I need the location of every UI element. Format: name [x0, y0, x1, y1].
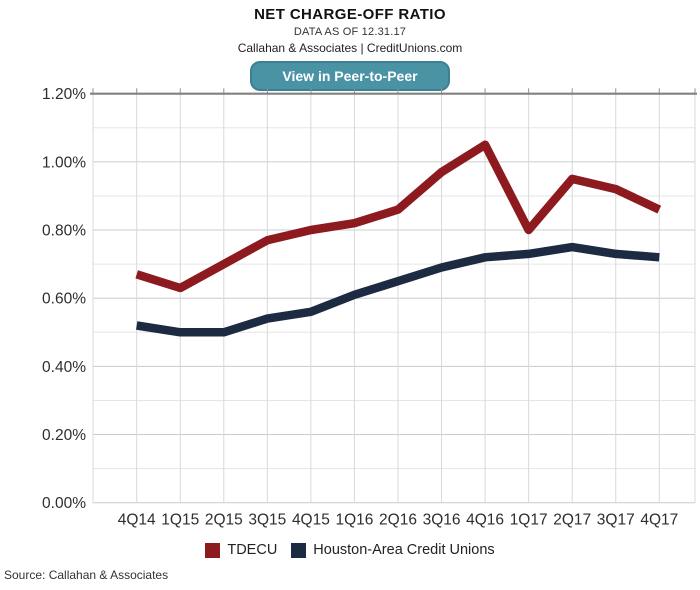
- svg-text:4Q17: 4Q17: [640, 512, 678, 529]
- page-title: NET CHARGE-OFF RATIO: [254, 6, 446, 23]
- svg-text:4Q15: 4Q15: [292, 512, 330, 529]
- svg-text:4Q16: 4Q16: [466, 512, 504, 529]
- view-in-peer-to-peer-button[interactable]: View in Peer-to-Peer: [250, 61, 450, 91]
- legend-swatch-tdecu: [205, 542, 221, 558]
- chart-subtitle: DATA AS OF 12.31.17: [293, 26, 407, 38]
- legend-item-tdecu: TDECU: [205, 542, 277, 558]
- legend-swatch-houston: [291, 542, 307, 558]
- svg-text:3Q17: 3Q17: [597, 512, 635, 529]
- svg-text:2Q15: 2Q15: [205, 512, 243, 529]
- svg-text:1.00%: 1.00%: [42, 154, 86, 171]
- svg-text:1Q16: 1Q16: [335, 512, 373, 529]
- svg-text:0.20%: 0.20%: [42, 427, 86, 444]
- svg-text:1Q17: 1Q17: [510, 512, 548, 529]
- svg-text:4Q14: 4Q14: [118, 512, 156, 529]
- svg-text:0.80%: 0.80%: [42, 223, 86, 240]
- svg-text:3Q16: 3Q16: [423, 512, 461, 529]
- svg-text:0.60%: 0.60%: [42, 291, 86, 308]
- svg-text:2Q17: 2Q17: [553, 512, 591, 529]
- svg-text:1Q15: 1Q15: [161, 512, 199, 529]
- chart-legend: TDECU Houston-Area Credit Unions: [0, 539, 700, 561]
- svg-text:3Q15: 3Q15: [248, 512, 286, 529]
- svg-text:0.00%: 0.00%: [42, 495, 86, 512]
- svg-text:1.20%: 1.20%: [42, 86, 86, 103]
- legend-item-houston: Houston-Area Credit Unions: [291, 542, 495, 558]
- svg-text:2Q16: 2Q16: [379, 512, 417, 529]
- source-note: Source: Callahan & Associates: [4, 568, 169, 582]
- legend-label-tdecu: TDECU: [227, 542, 278, 558]
- chart-header: NET CHARGE-OFF RATIO DATA AS OF 12.31.17…: [0, 0, 700, 91]
- svg-text:0.40%: 0.40%: [42, 359, 86, 376]
- line-chart: 0.00% 0.20% 0.40% 0.60% 0.80% 1.00% 1.20% 4Q14 1…: [42, 86, 697, 529]
- legend-label-houston: Houston-Area Credit Unions: [313, 542, 495, 558]
- chart-byline: Callahan & Associates | CreditUnions.com: [237, 41, 463, 55]
